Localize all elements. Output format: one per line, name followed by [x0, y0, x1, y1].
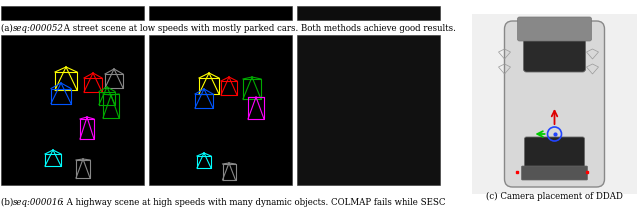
Bar	[149, 6, 292, 20]
Text: (a): (a)	[1, 24, 15, 33]
Bar	[149, 35, 292, 185]
Text: A street scene at low speeds with mostly parked cars. Both methods achieve good : A street scene at low speeds with mostly…	[61, 24, 456, 33]
FancyBboxPatch shape	[518, 17, 591, 41]
Bar	[472, 14, 637, 194]
Text: seq:000016: seq:000016	[13, 198, 64, 207]
Text: (b): (b)	[1, 198, 16, 207]
Bar	[1, 35, 144, 185]
Text: (c) Camera placement of DDAD: (c) Camera placement of DDAD	[486, 192, 623, 201]
Bar	[1, 6, 144, 20]
Bar	[297, 6, 440, 20]
FancyBboxPatch shape	[522, 166, 588, 180]
FancyBboxPatch shape	[504, 21, 605, 187]
Text: : A highway scene at high speeds with many dynamic objects. COLMAP fails while S: : A highway scene at high speeds with ma…	[61, 198, 445, 207]
FancyBboxPatch shape	[525, 137, 584, 171]
Bar	[297, 35, 440, 185]
Text: seq:000052: seq:000052	[13, 24, 64, 33]
FancyBboxPatch shape	[524, 31, 586, 72]
